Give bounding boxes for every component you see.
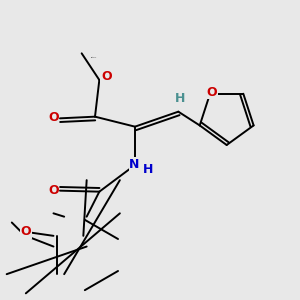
Text: N: N (129, 158, 140, 171)
Text: O: O (101, 70, 112, 83)
Text: O: O (48, 111, 58, 124)
Text: H: H (175, 92, 185, 106)
Text: methoxy: methoxy (91, 57, 97, 58)
Text: O: O (20, 225, 31, 238)
Text: H: H (142, 164, 153, 176)
Text: O: O (48, 184, 58, 196)
Text: O: O (206, 85, 217, 99)
